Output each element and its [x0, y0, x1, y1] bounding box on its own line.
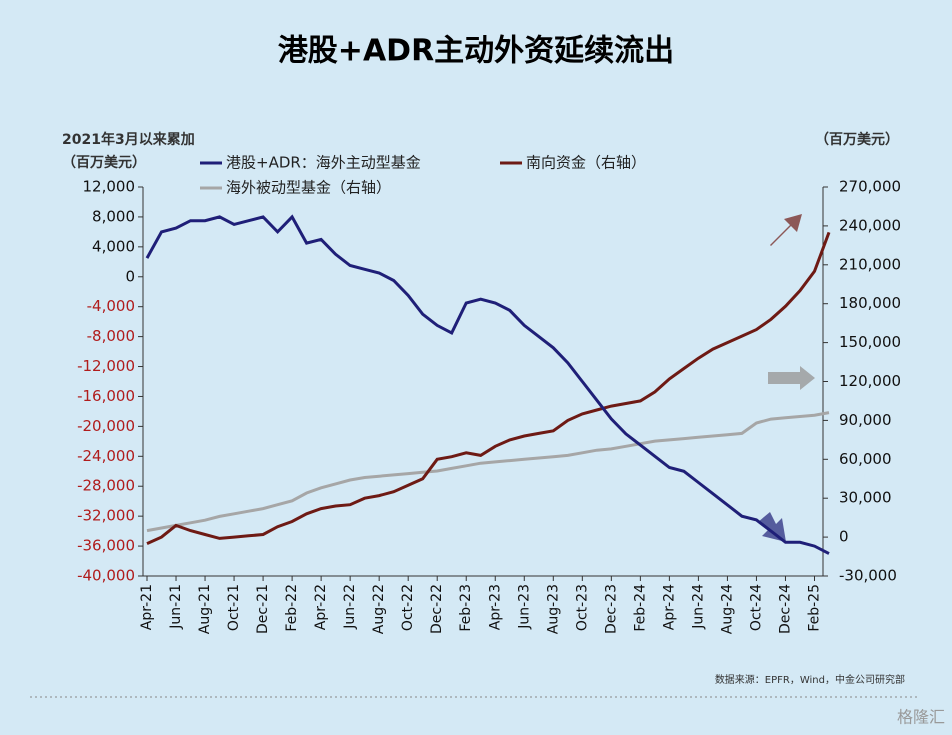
y-tick-label: -8,000: [87, 327, 135, 345]
x-tick-label: Dec-21: [255, 584, 271, 634]
x-tick-label: Dec-22: [429, 584, 445, 634]
arrow: [770, 214, 802, 246]
x-tick-label: Feb-22: [284, 584, 300, 632]
series-line: [146, 411, 830, 533]
legend-label: 港股+ADR：海外主动型基金: [226, 154, 421, 172]
x-tick-label: Oct-22: [400, 584, 416, 631]
watermark: 格隆汇: [897, 708, 945, 727]
x-tick-label: Feb-23: [458, 584, 474, 632]
x-tick-label: Apr-24: [661, 584, 677, 630]
chart-title: 港股+ADR主动外资延续流出: [278, 34, 674, 69]
legend-label: 南向资金（右轴）: [526, 154, 646, 172]
y-tick-label: -32,000: [77, 507, 135, 525]
y2-tick-label: 30,000: [839, 489, 892, 507]
x-tick-label: Aug-22: [371, 584, 387, 634]
y2-tick-label: 270,000: [839, 178, 901, 196]
x-tick-label: Jun-22: [342, 584, 358, 630]
series-line: [145, 214, 830, 555]
y2-tick-label: 120,000: [839, 372, 901, 390]
y-tick-label: 8,000: [92, 207, 135, 225]
x-tick-label: Jun-21: [168, 584, 184, 630]
source: 数据来源：EPFR，Wind，中金公司研究部: [715, 673, 905, 686]
x-tick-label: Apr-21: [139, 584, 155, 630]
y-tick-label: -40,000: [77, 567, 135, 585]
x-tick-label: Oct-23: [574, 584, 590, 631]
y2-tick-label: 90,000: [839, 411, 892, 429]
x-tick-label: Jun-23: [516, 584, 532, 630]
y-tick-label: -16,000: [77, 387, 135, 405]
y2-tick-label: 0: [839, 528, 849, 546]
arrow: [758, 512, 786, 542]
y-tick-label: -36,000: [77, 537, 135, 555]
x-tick-label: Aug-21: [197, 584, 213, 634]
y-label: 2021年3月以来累加: [62, 131, 195, 148]
y2-tick-label: 180,000: [839, 294, 901, 312]
x-tick-label: Aug-24: [719, 584, 735, 634]
arrows: [758, 214, 815, 542]
y2-tick-label: 150,000: [839, 333, 901, 351]
x-tick-label: Feb-24: [632, 584, 648, 632]
legend-label: 海外被动型基金（右轴）: [226, 179, 391, 197]
y-tick-label: -28,000: [77, 477, 135, 495]
y-tick-label: 0: [125, 267, 135, 285]
y-tick-label: -24,000: [77, 447, 135, 465]
y-tick-label: -20,000: [77, 417, 135, 435]
x-tick-label: Dec-24: [777, 584, 793, 634]
y2-tick-label: -30,000: [839, 567, 897, 585]
x-tick-label: Jun-24: [690, 584, 706, 630]
x-tick-label: Apr-23: [487, 584, 503, 630]
y2-unit: （百万美元）: [815, 131, 899, 148]
y-tick-label: 4,000: [92, 237, 135, 255]
y2-tick-label: 60,000: [839, 450, 892, 468]
x-tick-label: Apr-22: [313, 584, 329, 630]
y-tick-label: -4,000: [87, 297, 135, 315]
x-tick-label: Oct-24: [748, 584, 764, 631]
y-unit: （百万美元）: [62, 154, 146, 171]
y-tick-label: 12,000: [83, 178, 136, 196]
y2-tick-label: 210,000: [839, 255, 901, 273]
x-tick-label: Dec-23: [603, 584, 619, 634]
series-line: [146, 231, 831, 545]
y-tick-label: -12,000: [77, 357, 135, 375]
x-tick-label: Feb-25: [806, 584, 822, 632]
arrow: [768, 366, 815, 390]
y2-tick-label: 240,000: [839, 216, 901, 234]
x-tick-label: Oct-21: [226, 584, 242, 631]
x-tick-label: Aug-23: [545, 584, 561, 634]
